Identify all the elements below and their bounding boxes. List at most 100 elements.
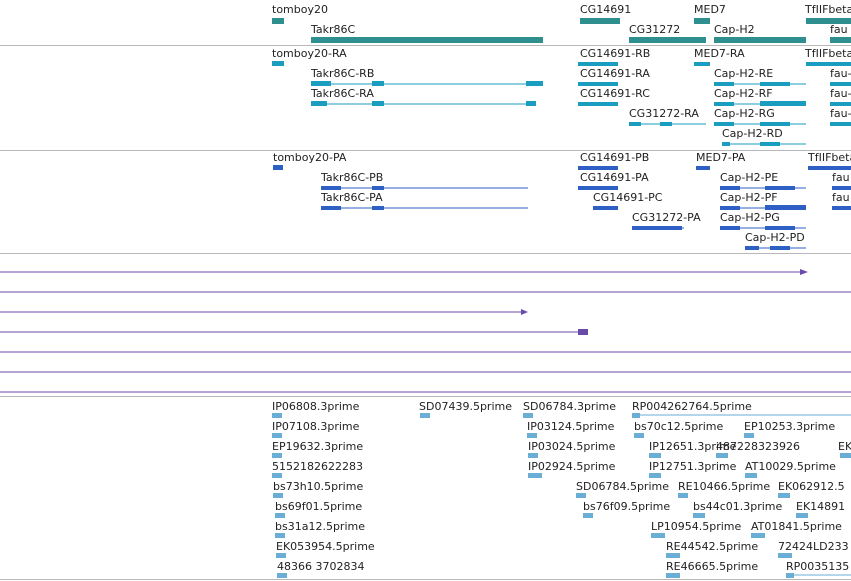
est-glyph[interactable] [634,433,644,438]
est-label[interactable]: IP12651.3prime [649,440,737,453]
est-label[interactable]: IP03024.5prime [528,440,616,453]
transcript-label[interactable]: Cap-H2-PG [720,211,780,224]
est-glyph[interactable] [528,473,542,478]
est-label[interactable]: bs73h10.5prime [273,480,363,493]
est-label[interactable]: RE46665.5prime [666,560,758,573]
est-label[interactable]: bs44c01.3prime [693,500,783,513]
est-label[interactable]: SD06784.3prime [523,400,616,413]
transcript-label[interactable]: fau- [830,67,851,80]
est-label[interactable]: IP02924.5prime [528,460,616,473]
est-glyph[interactable] [649,473,661,478]
transcript-glyph[interactable] [806,62,851,66]
gene-glyph[interactable] [806,18,851,24]
transcript-label[interactable]: Cap-H2-RF [714,87,773,100]
transcript-label[interactable]: CG14691-RB [580,47,650,60]
est-label[interactable]: IP12751.3prime [649,460,737,473]
transcript-label[interactable]: Takr86C-PB [320,171,383,184]
est-glyph[interactable] [744,433,754,438]
transcript-label[interactable]: Takr86C-RB [310,67,374,80]
est-label[interactable]: IP06808.3prime [272,400,360,413]
est-glyph[interactable] [275,513,285,518]
transcript-label[interactable]: Takr86C-PA [320,191,383,204]
est-label[interactable]: 72424LD233 [778,540,849,553]
transcript-label[interactable]: Takr86C-RA [310,87,374,100]
est-glyph[interactable] [583,513,593,518]
gene-glyph[interactable] [714,37,806,43]
est-glyph[interactable] [523,413,533,418]
est-label[interactable]: EK14891 [796,500,845,513]
transcript-label[interactable]: MED7-PA [696,151,746,164]
transcript-glyph[interactable] [578,62,618,66]
transcript-label[interactable]: Cap-H2-RD [722,127,783,140]
transcript-label[interactable]: CG14691-PC [593,191,663,204]
est-label[interactable]: 487228323926 [716,440,800,453]
gene-glyph[interactable] [830,37,851,43]
est-glyph[interactable] [576,493,586,498]
est-label[interactable]: 48366 3702834 [277,560,364,573]
est-label[interactable]: EK [838,440,851,453]
est-glyph[interactable] [666,553,680,558]
est-label[interactable]: EP19632.3prime [272,440,363,453]
gene-glyph[interactable] [311,37,543,43]
est-glyph[interactable] [786,573,794,578]
est-glyph[interactable] [272,453,282,458]
transcript-glyph[interactable] [578,102,618,106]
est-label[interactable]: RP004262764.5prime [632,400,752,413]
est-glyph[interactable] [272,433,282,438]
est-label[interactable]: AT01841.5prime [751,520,842,533]
est-glyph[interactable] [528,453,538,458]
est-glyph[interactable] [649,453,661,458]
transcript-label[interactable]: TfIIFbeta [807,151,851,164]
est-label[interactable]: LP10954.5prime [651,520,742,533]
gene-glyph[interactable] [272,18,284,24]
transcript-label[interactable]: fau- [830,87,851,100]
transcript-label[interactable]: CG14691-RA [580,67,650,80]
est-label[interactable]: IP03124.5prime [527,420,615,433]
transcript-label[interactable]: CG14691-RC [580,87,650,100]
est-glyph[interactable] [693,513,705,518]
transcript-label[interactable]: Cap-H2-PD [745,231,805,244]
gene-glyph[interactable] [694,18,710,24]
est-glyph[interactable] [275,533,285,538]
est-glyph[interactable] [778,553,792,558]
transcript-glyph[interactable] [696,166,710,170]
est-label[interactable]: RE44542.5prime [666,540,758,553]
transcript-label[interactable]: tomboy20-PA [273,151,347,164]
est-glyph[interactable] [796,513,808,518]
est-glyph[interactable] [678,493,688,498]
gene-label[interactable]: CG31272 [629,23,680,36]
est-label[interactable]: SD06784.5prime [576,480,669,493]
transcript-glyph[interactable] [808,166,851,170]
est-glyph[interactable] [272,413,282,418]
est-glyph[interactable] [277,573,287,578]
transcript-label[interactable]: CG14691-PA [580,171,649,184]
est-glyph[interactable] [527,433,537,438]
est-label[interactable]: EK062912.5 [778,480,845,493]
transcript-glyph[interactable] [830,102,851,106]
est-glyph[interactable] [716,453,728,458]
transcript-glyph[interactable] [694,62,710,66]
transcript-glyph[interactable] [830,122,851,126]
gene-label[interactable]: Cap-H2 [714,23,755,36]
transcript-glyph[interactable] [832,206,851,210]
transcript-label[interactable]: MED7-RA [694,47,745,60]
transcript-glyph[interactable] [273,165,283,170]
est-glyph[interactable] [632,413,640,418]
transcript-glyph[interactable] [593,206,618,210]
gene-glyph[interactable] [580,18,620,24]
transcript-glyph[interactable] [578,166,618,170]
transcript-label[interactable]: CG31272-PA [632,211,701,224]
transcript-glyph[interactable] [830,82,851,86]
gene-label[interactable]: CG14691 [580,3,631,16]
est-glyph[interactable] [751,533,765,538]
est-glyph[interactable] [420,413,430,418]
gene-label[interactable]: TfIIFbeta [804,3,851,16]
est-label[interactable]: RP0035135 [786,560,849,573]
transcript-label[interactable]: Cap-H2-RE [714,67,773,80]
est-glyph[interactable] [840,453,851,458]
transcript-glyph[interactable] [578,82,618,86]
transcript-label[interactable]: fau- [830,107,851,120]
est-label[interactable]: EK053954.5prime [276,540,375,553]
est-glyph[interactable] [778,493,790,498]
est-glyph[interactable] [666,573,680,578]
